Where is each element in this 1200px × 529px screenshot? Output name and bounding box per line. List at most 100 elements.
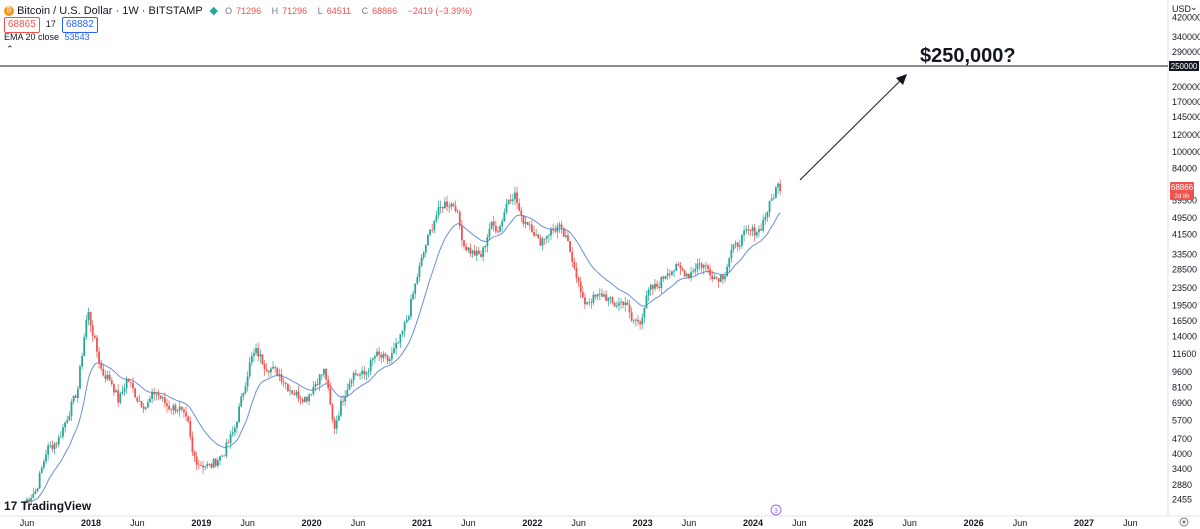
candle-body — [161, 397, 164, 399]
candle-body — [68, 415, 71, 421]
candle-body — [613, 302, 616, 307]
time-tick-label: 2025 — [853, 518, 873, 528]
price-tick-label: 11600 — [1172, 349, 1196, 359]
candle-body — [618, 302, 620, 306]
candle-body — [550, 229, 552, 236]
candle-body — [747, 229, 750, 230]
candle-body — [272, 366, 274, 369]
high-value: 71296 — [282, 6, 308, 16]
time-tick-label: 2024 — [743, 518, 763, 528]
time-tick-label: 2027 — [1074, 518, 1094, 528]
price-tick-label: 23500 — [1172, 283, 1197, 293]
candle-body — [308, 394, 311, 402]
candle-body — [435, 215, 438, 221]
candle-body — [30, 497, 33, 502]
candle-body — [651, 285, 654, 289]
ema-legend[interactable]: EMA 20 close 53543 — [4, 32, 90, 42]
candle-body — [702, 265, 705, 268]
candle-body — [571, 251, 574, 262]
candle-body — [310, 393, 313, 395]
candle-body — [469, 247, 472, 254]
time-tick-label: Jun — [792, 518, 807, 528]
candle-body — [45, 454, 47, 462]
candle-body — [626, 302, 629, 305]
candle-body — [645, 295, 648, 309]
candle-body — [140, 401, 143, 407]
candle-body — [554, 230, 557, 232]
candle-body — [700, 263, 703, 268]
candle-body — [581, 291, 584, 298]
candle-body — [134, 388, 137, 398]
settings-gear-icon[interactable] — [1179, 517, 1189, 527]
candle-body — [306, 397, 308, 402]
price-tick-label: 290000 — [1172, 47, 1200, 57]
time-axis[interactable]: Jun 2018 Jun 2019 Jun 2020 Jun 2021 Jun 2022 Jun 20… — [20, 518, 1138, 528]
symbol-title[interactable]: Bitcoin / U.S. Dollar · 1W · BITSTAMP — [17, 5, 203, 17]
price-tick-label: 340000 — [1172, 32, 1200, 42]
candle-body — [503, 212, 506, 222]
time-tick-label: Jun — [461, 518, 476, 528]
bid-box[interactable]: 68865 — [4, 17, 40, 33]
candle-body — [717, 278, 720, 282]
projection-arrow[interactable] — [799, 75, 906, 181]
price-tick-label: 28500 — [1172, 265, 1197, 275]
candle-body — [352, 372, 355, 381]
candle-body — [528, 224, 531, 226]
collapse-chevron-icon[interactable]: ⌃ — [6, 44, 14, 54]
candle-body — [779, 183, 782, 191]
candle-body — [516, 192, 518, 204]
candle-body — [492, 221, 495, 226]
candle-body — [390, 353, 393, 360]
candle-body — [255, 348, 257, 354]
price-tick-label: 59500 — [1172, 196, 1197, 206]
candle-body — [227, 442, 230, 444]
candle-body — [329, 388, 332, 405]
candle-body — [393, 348, 395, 354]
candle-body — [416, 276, 419, 284]
tradingview-logo[interactable]: 17 TradingView — [4, 499, 91, 513]
candle-body — [382, 353, 385, 358]
ask-box[interactable]: 68882 — [61, 17, 98, 33]
candle-body — [253, 353, 255, 356]
candle-body — [206, 464, 209, 467]
candle-body — [660, 276, 663, 288]
candle-body — [552, 229, 555, 231]
close-label: C — [361, 6, 369, 16]
candle-body — [719, 275, 722, 282]
candle-body — [26, 499, 28, 502]
current-price-tag: 68866 2d 8h — [1170, 182, 1194, 200]
candle-body — [628, 304, 631, 313]
candle-body — [187, 416, 190, 422]
price-axis[interactable]: 420000 340000 290000 200000 170000 145000 1200… — [1172, 12, 1200, 504]
event-badge[interactable]: 3 — [770, 504, 782, 516]
candle-body — [734, 242, 737, 245]
annotation-text[interactable]: $250,000? — [920, 45, 1016, 67]
tradingview-glyph-icon: 17 — [4, 499, 18, 513]
candle-body — [654, 283, 656, 289]
candle-body — [293, 393, 296, 395]
currency-label[interactable]: USD — [1172, 4, 1192, 14]
candle-body — [431, 230, 434, 231]
candle-body — [458, 212, 461, 227]
candle-body — [673, 270, 675, 272]
candle-body — [208, 464, 211, 465]
candle-body — [96, 337, 98, 352]
candle-body — [240, 396, 243, 407]
candle-body — [138, 401, 141, 402]
candle-body — [596, 293, 599, 297]
candle-body — [728, 258, 731, 267]
candle-body — [603, 294, 605, 297]
candle-body — [246, 376, 249, 387]
time-tick-label: 2022 — [522, 518, 542, 528]
currency-chevron-icon[interactable]: ⌄ — [1190, 2, 1198, 12]
candle-body — [180, 406, 183, 410]
candle-body — [47, 445, 50, 455]
candle-body — [316, 383, 319, 385]
candle-body — [282, 381, 285, 383]
candle-body — [38, 472, 41, 489]
candle-body — [303, 397, 306, 402]
candle-body — [753, 227, 756, 236]
candle-body — [433, 220, 436, 231]
candle-body — [738, 245, 741, 247]
